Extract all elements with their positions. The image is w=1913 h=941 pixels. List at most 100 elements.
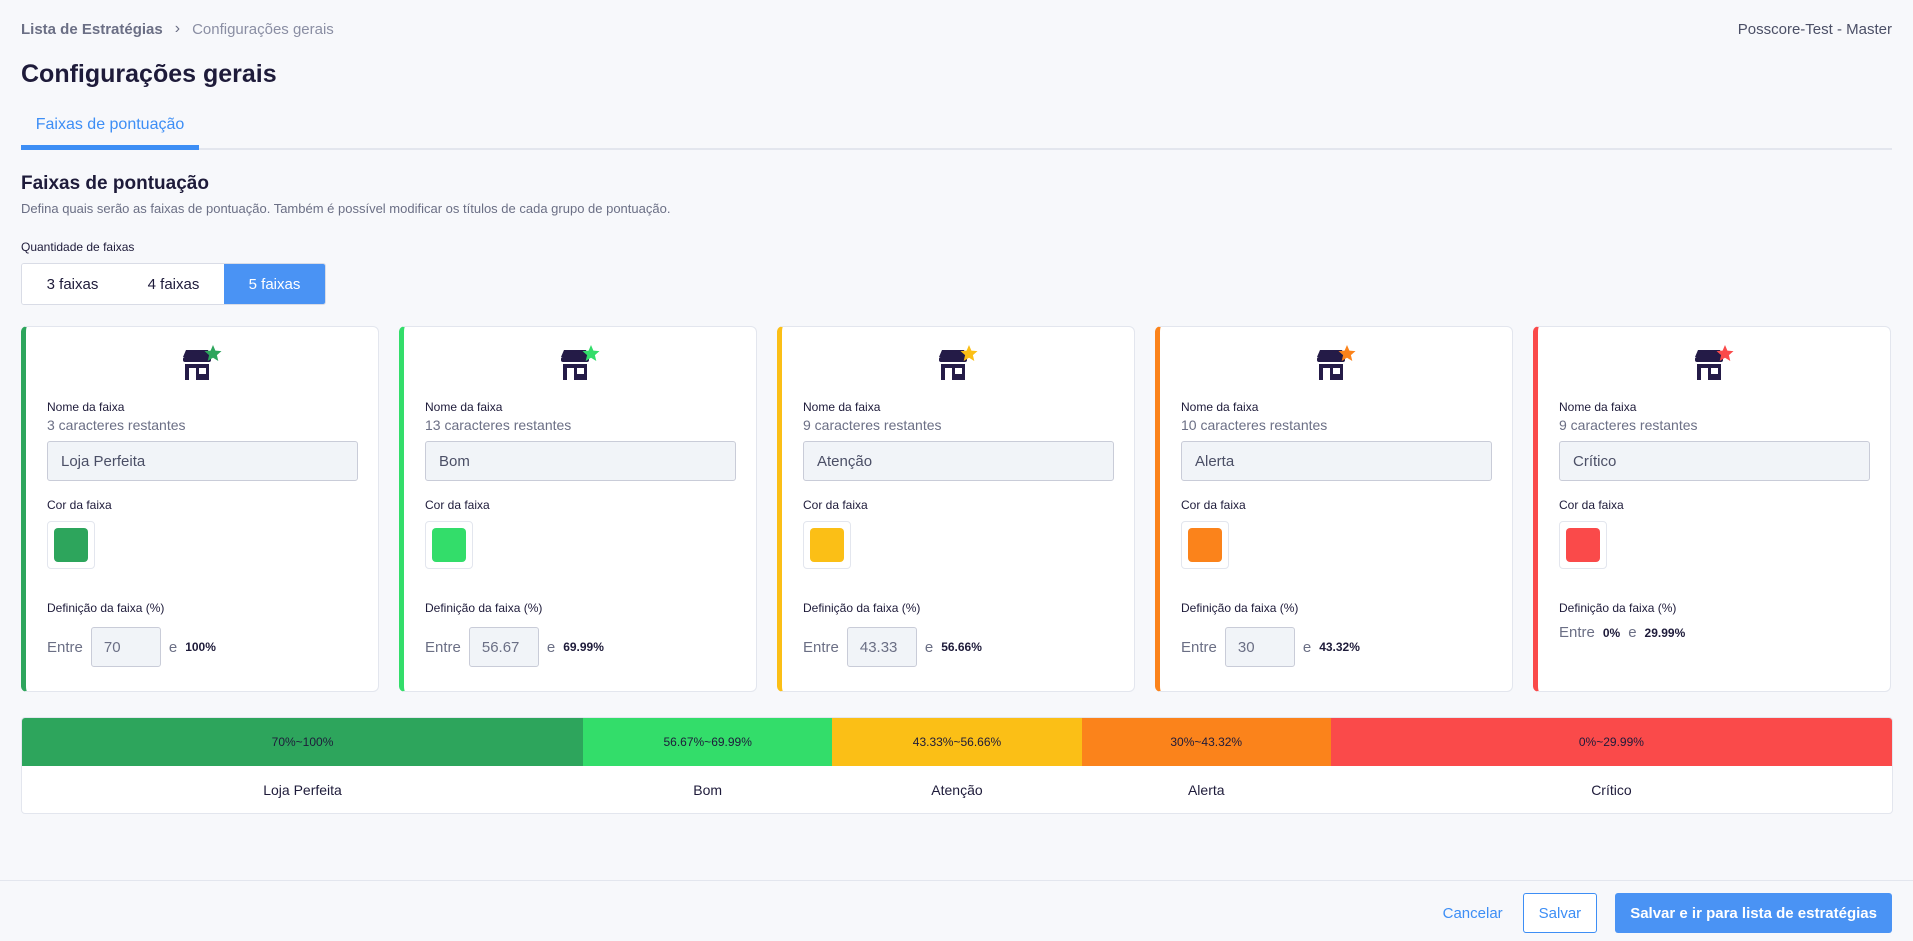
color-swatch: [810, 528, 844, 562]
between-text: Entre: [1181, 638, 1217, 656]
quantity-option-4[interactable]: 4 faixas: [123, 264, 224, 304]
color-picker[interactable]: [1559, 521, 1607, 569]
range-name-input[interactable]: Atenção: [803, 441, 1114, 481]
score-range-card: Nome da faixa 3 caracteres restantes Loja …: [21, 326, 379, 692]
definition-label: Definição da faixa (%): [47, 601, 165, 615]
color-label: Cor da faixa: [1181, 498, 1246, 512]
breadcrumb-current: Configurações gerais: [192, 20, 334, 38]
name-label: Nome da faixa: [1559, 400, 1637, 414]
remaining-characters: 10 caracteres restantes: [1181, 417, 1328, 433]
tenant-name: Posscore-Test - Master: [1737, 20, 1892, 38]
summary-bar: 70%~100% 56.67%~69.99% 43.33%~56.66% 30%~43…: [22, 718, 1892, 766]
range-min-input[interactable]: 70: [90, 627, 161, 667]
name-label: Nome da faixa: [47, 400, 125, 414]
range-definition: Entre 43.33 e 56.66%: [803, 627, 982, 667]
summary-segment: 70%~100%: [22, 718, 584, 766]
range-min-input[interactable]: 56.67: [468, 627, 539, 667]
store-star-icon: [1691, 345, 1735, 385]
and-text: e: [924, 638, 934, 656]
section-description: Defina quais serão as faixas de pontuaçã…: [21, 201, 671, 216]
remaining-characters: 9 caracteres restantes: [1559, 417, 1698, 433]
summary-name: Atenção: [931, 782, 983, 798]
range-min-input[interactable]: 30: [1224, 627, 1295, 667]
range-definition: Entre 70 e 100%: [47, 627, 216, 667]
and-text: e: [546, 638, 556, 656]
breadcrumb-root-link[interactable]: Lista de Estratégias: [21, 20, 163, 38]
color-swatch: [432, 528, 466, 562]
quantity-label: Quantidade de faixas: [21, 240, 135, 254]
quantity-option-5[interactable]: 5 faixas: [224, 264, 325, 304]
color-picker[interactable]: [425, 521, 473, 569]
score-range-summary: 70%~100% 56.67%~69.99% 43.33%~56.66% 30%~43…: [21, 717, 1893, 814]
color-swatch: [1188, 528, 1222, 562]
summary-name: Bom: [693, 782, 723, 798]
summary-name: Crítico: [1591, 782, 1632, 798]
and-text: e: [168, 638, 178, 656]
name-label: Nome da faixa: [425, 400, 503, 414]
color-swatch: [54, 528, 88, 562]
quantity-selector: 3 faixas 4 faixas 5 faixas: [21, 263, 326, 305]
color-label: Cor da faixa: [803, 498, 868, 512]
store-star-icon: [179, 345, 223, 385]
summary-segment: 30%~43.32%: [1081, 718, 1331, 766]
between-text: Entre: [425, 638, 461, 656]
summary-name: Alerta: [1187, 782, 1225, 798]
range-max-value: 69.99%: [563, 640, 604, 654]
remaining-characters: 3 caracteres restantes: [47, 417, 186, 433]
and-text: e: [1628, 624, 1637, 641]
summary-segment: 43.33%~56.66%: [832, 718, 1082, 766]
remaining-characters: 13 caracteres restantes: [425, 417, 572, 433]
color-label: Cor da faixa: [1559, 498, 1624, 512]
tab-score-ranges[interactable]: Faixas de pontuação: [21, 112, 199, 150]
page-title: Configurações gerais: [21, 60, 277, 88]
range-definition: Entre 56.67 e 69.99%: [425, 627, 604, 667]
store-star-icon: [935, 345, 979, 385]
range-max-value: 43.32%: [1319, 640, 1360, 654]
score-range-card: Nome da faixa 13 caracteres restantes Bom C…: [399, 326, 757, 692]
score-range-card: Nome da faixa 9 caracteres restantes Atenç…: [777, 326, 1135, 692]
definition-label: Definição da faixa (%): [1559, 601, 1677, 615]
save-button[interactable]: Salvar: [1522, 893, 1598, 933]
summary-name: Loja Perfeita: [263, 782, 342, 798]
range-definition: Entre 0% e 29.99%: [1559, 624, 1685, 641]
store-star-icon: [1313, 345, 1357, 385]
store-star-icon: [557, 345, 601, 385]
name-label: Nome da faixa: [803, 400, 881, 414]
range-name-input[interactable]: Crítico: [1559, 441, 1870, 481]
name-label: Nome da faixa: [1181, 400, 1259, 414]
top-bar: Lista de Estratégias › Configurações ger…: [21, 18, 1892, 40]
range-max-value: 100%: [185, 640, 216, 654]
footer-actions: Cancelar Salvar Salvar e ir para lista d…: [1441, 893, 1892, 933]
color-picker[interactable]: [47, 521, 95, 569]
color-picker[interactable]: [803, 521, 851, 569]
save-and-go-button[interactable]: Salvar e ir para lista de estratégias: [1615, 893, 1892, 933]
chevron-right-icon: ›: [174, 20, 181, 37]
range-max-value: 56.66%: [941, 640, 982, 654]
summary-names: Loja Perfeita Bom Atenção Alerta Crítico: [22, 766, 1892, 813]
range-definition: Entre 30 e 43.32%: [1181, 627, 1360, 667]
score-range-card: Nome da faixa 10 caracteres restantes Aler…: [1155, 326, 1513, 692]
summary-segment: 0%~29.99%: [1330, 718, 1892, 766]
color-label: Cor da faixa: [425, 498, 490, 512]
color-swatch: [1566, 528, 1600, 562]
score-range-card: Nome da faixa 9 caracteres restantes Críti…: [1533, 326, 1891, 692]
cancel-button[interactable]: Cancelar: [1442, 904, 1503, 922]
range-name-input[interactable]: Bom: [425, 441, 736, 481]
range-max-value: 29.99%: [1644, 625, 1686, 640]
range-min-input[interactable]: 43.33: [846, 627, 917, 667]
breadcrumb: Lista de Estratégias › Configurações ger…: [21, 20, 334, 38]
quantity-option-3[interactable]: 3 faixas: [22, 264, 123, 304]
tab-bar: Faixas de pontuação: [21, 112, 1892, 150]
between-text: Entre: [803, 638, 839, 656]
and-text: e: [1302, 638, 1312, 656]
definition-label: Definição da faixa (%): [1181, 601, 1299, 615]
range-name-input[interactable]: Loja Perfeita: [47, 441, 358, 481]
between-text: Entre: [47, 638, 83, 656]
definition-label: Definição da faixa (%): [425, 601, 543, 615]
definition-label: Definição da faixa (%): [803, 601, 921, 615]
summary-segment: 56.67%~69.99%: [583, 718, 833, 766]
range-name-input[interactable]: Alerta: [1181, 441, 1492, 481]
remaining-characters: 9 caracteres restantes: [803, 417, 942, 433]
color-picker[interactable]: [1181, 521, 1229, 569]
score-range-cards: Nome da faixa 3 caracteres restantes Loja …: [21, 326, 1891, 692]
